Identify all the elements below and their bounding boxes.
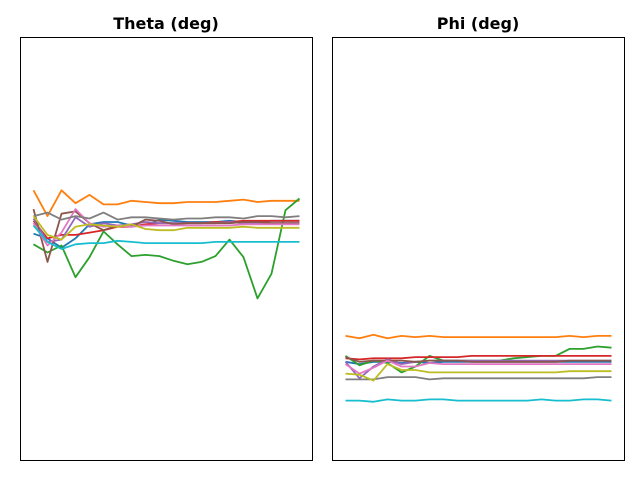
axes-frame-phi	[332, 37, 625, 461]
series-line-9	[32, 215, 300, 241]
series-line-8	[345, 376, 612, 381]
series-line-10	[345, 398, 612, 403]
plot-area-theta	[32, 189, 301, 300]
series-line-2	[345, 333, 612, 340]
series-line-8	[33, 211, 300, 221]
series-line-3	[344, 345, 612, 374]
axes-frame-theta	[20, 37, 313, 461]
series-line-6	[32, 208, 300, 263]
series-line-7	[32, 208, 300, 247]
panel-theta: Theta (deg)	[20, 14, 313, 461]
plot-area-phi	[344, 333, 612, 403]
series-line-10	[32, 224, 300, 250]
series-line-4	[345, 354, 612, 361]
series-line-6	[345, 356, 612, 363]
series-line-2	[32, 189, 300, 218]
panel-phi: Phi (deg)	[332, 14, 625, 461]
chart-title-phi: Phi (deg)	[437, 14, 520, 33]
series-line-9	[345, 363, 612, 382]
chart-title-theta: Theta (deg)	[113, 14, 219, 33]
series-line-7	[344, 359, 612, 375]
series-line-3	[33, 197, 301, 300]
